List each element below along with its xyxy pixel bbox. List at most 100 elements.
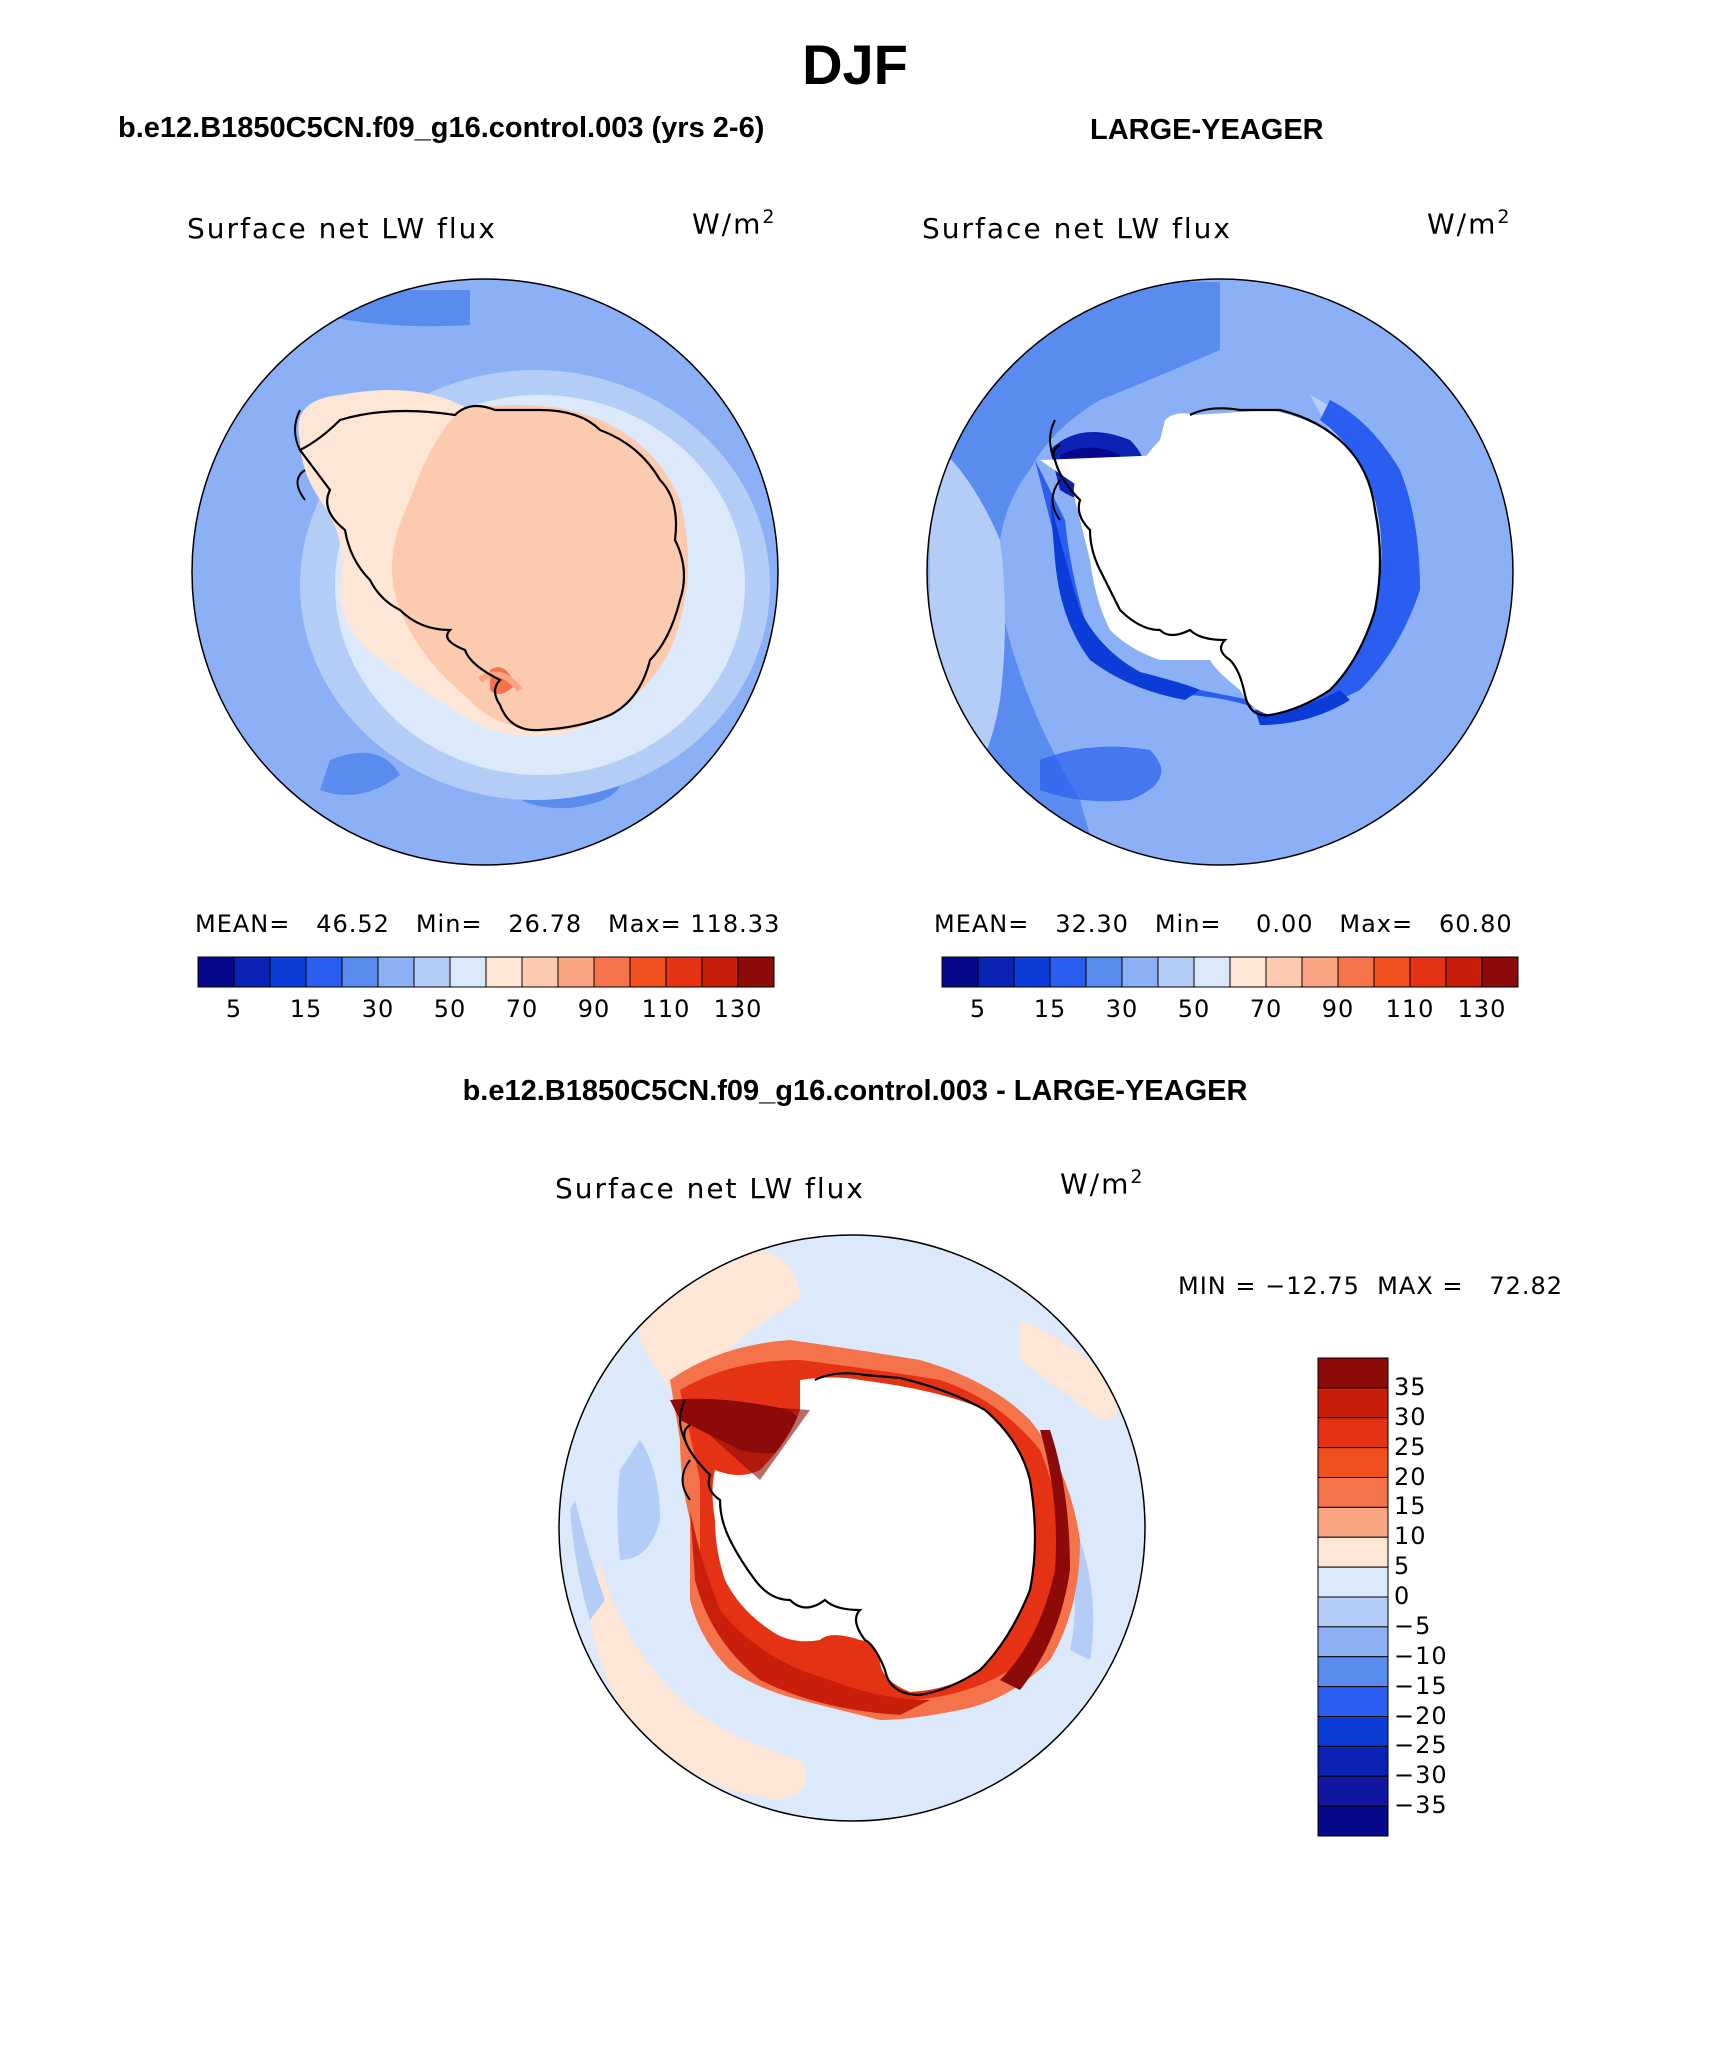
panel2-title: LARGE-YEAGER bbox=[1090, 114, 1324, 146]
colorbar2-tick-label: 50 bbox=[1177, 995, 1211, 1023]
colorbar1-swatch bbox=[269, 956, 307, 988]
colorbar2-swatch bbox=[977, 956, 1015, 988]
map-panel2 bbox=[926, 278, 1514, 866]
colorbar2-swatch bbox=[1301, 956, 1339, 988]
colorbar1-swatch bbox=[737, 956, 775, 988]
colorbar1-swatch bbox=[449, 956, 487, 988]
colorbar1-swatch bbox=[521, 956, 559, 988]
colorbar1-swatch bbox=[593, 956, 631, 988]
colorbar2-swatch bbox=[1193, 956, 1231, 988]
colorbar-diff-swatch bbox=[1317, 1596, 1389, 1628]
colorbar2-tick-label: 130 bbox=[1457, 995, 1507, 1023]
colorbar-diff-swatch bbox=[1317, 1477, 1389, 1508]
colorbar-diff-swatch bbox=[1317, 1417, 1389, 1449]
colorbar1-swatch bbox=[665, 956, 703, 988]
map-panel1 bbox=[191, 278, 779, 866]
colorbar-diff-tick-label: 15 bbox=[1394, 1492, 1427, 1521]
colorbar1-swatch bbox=[197, 956, 235, 988]
colorbar1-swatch bbox=[485, 956, 523, 988]
colorbar1-tick-label: 70 bbox=[505, 995, 539, 1023]
map-panel-diff bbox=[558, 1234, 1146, 1822]
colorbar-diff-tick-label: 25 bbox=[1394, 1432, 1427, 1461]
colorbar1-swatch bbox=[341, 956, 379, 988]
diff-minmax: MIN = −12.75 MAX = 72.82 bbox=[1178, 1272, 1564, 1300]
panel1-variable-label: Surface net LW flux bbox=[187, 212, 497, 245]
colorbar2-swatch bbox=[1481, 956, 1519, 988]
diff-title: b.e12.B1850C5CN.f09_g16.control.003 - LA… bbox=[462, 1075, 1248, 1107]
colorbar2-swatch bbox=[1229, 956, 1267, 988]
colorbar2-swatch bbox=[941, 956, 979, 988]
colorbar1-swatch bbox=[629, 956, 667, 988]
diff-variable-label: Surface net LW flux bbox=[555, 1172, 865, 1205]
colorbar2-tick-label: 30 bbox=[1105, 995, 1139, 1023]
colorbar-diff-tick-label: −35 bbox=[1394, 1791, 1448, 1820]
colorbar2-swatch bbox=[1445, 956, 1483, 988]
panel2-units: W/m2 bbox=[1427, 206, 1512, 240]
colorbar1-tick-label: 15 bbox=[289, 995, 323, 1023]
colorbar-diff bbox=[1317, 1357, 1389, 1837]
colorbar1-swatch bbox=[233, 956, 271, 988]
colorbar-diff-swatch bbox=[1317, 1686, 1389, 1717]
colorbar1-tick-label: 30 bbox=[361, 995, 395, 1023]
colorbar-diff-swatch bbox=[1317, 1357, 1389, 1389]
panel2-units-base: W/m bbox=[1427, 207, 1498, 241]
panel1-units-exponent: 2 bbox=[762, 206, 777, 228]
colorbar-diff-tick-label: 20 bbox=[1394, 1462, 1427, 1491]
colorbar-diff-tick-label: 0 bbox=[1394, 1582, 1411, 1610]
colorbar1-swatch bbox=[377, 956, 415, 988]
colorbar1-swatch bbox=[557, 956, 595, 988]
colorbar1-tick-label: 110 bbox=[641, 995, 691, 1023]
colorbar2-swatch bbox=[1265, 956, 1303, 988]
colorbar1-tick-label: 90 bbox=[577, 995, 611, 1023]
colorbar-diff-tick-label: 10 bbox=[1394, 1522, 1427, 1551]
panel1-units-base: W/m bbox=[692, 207, 763, 241]
colorbar1-swatch bbox=[413, 956, 451, 988]
panel2-variable-label: Surface net LW flux bbox=[922, 212, 1232, 245]
colorbar1 bbox=[197, 956, 775, 988]
panel2-stats: MEAN= 32.30 Min= 0.00 Max= 60.80 bbox=[934, 910, 1513, 938]
panel1-stats: MEAN= 46.52 Min= 26.78 Max= 118.33 bbox=[195, 910, 781, 938]
diff-units-base: W/m bbox=[1060, 1167, 1131, 1201]
season-title: DJF bbox=[802, 33, 908, 96]
colorbar2-swatch bbox=[1337, 956, 1375, 988]
colorbar-diff-tick-label: −25 bbox=[1394, 1731, 1448, 1760]
colorbar-diff-tick-label: −10 bbox=[1394, 1641, 1448, 1670]
colorbar2-swatch bbox=[1121, 956, 1159, 988]
colorbar-diff-swatch bbox=[1317, 1387, 1389, 1419]
diff-units-exponent: 2 bbox=[1130, 1166, 1145, 1188]
panel2-units-exponent: 2 bbox=[1497, 206, 1512, 228]
colorbar-diff-swatch bbox=[1317, 1775, 1389, 1807]
colorbar2-tick-label: 15 bbox=[1033, 995, 1067, 1023]
colorbar-diff-tick-label: −5 bbox=[1394, 1611, 1432, 1640]
colorbar1-swatch bbox=[701, 956, 739, 988]
colorbar1-tick-label: 5 bbox=[225, 995, 243, 1023]
colorbar-diff-swatch bbox=[1317, 1506, 1389, 1538]
colorbar2-tick-label: 110 bbox=[1385, 995, 1435, 1023]
panel1-title: b.e12.B1850C5CN.f09_g16.control.003 (yrs… bbox=[118, 112, 765, 144]
colorbar-diff-swatch bbox=[1317, 1716, 1389, 1747]
colorbar-diff-swatch bbox=[1317, 1626, 1389, 1658]
colorbar-diff-tick-label: −15 bbox=[1394, 1671, 1448, 1700]
diff-units: W/m2 bbox=[1060, 1166, 1145, 1200]
colorbar2-tick-label: 5 bbox=[969, 995, 987, 1023]
colorbar-diff-tick-label: 30 bbox=[1394, 1402, 1427, 1431]
colorbar1-swatch bbox=[305, 956, 343, 988]
colorbar-diff-swatch bbox=[1317, 1656, 1389, 1688]
colorbar-diff-swatch bbox=[1317, 1745, 1389, 1777]
colorbar-diff-swatch bbox=[1317, 1805, 1389, 1837]
colorbar-diff-tick-label: −20 bbox=[1394, 1701, 1448, 1730]
colorbar2-tick-label: 70 bbox=[1249, 995, 1283, 1023]
colorbar1-tick-label: 130 bbox=[713, 995, 763, 1023]
colorbar-diff-swatch bbox=[1317, 1536, 1389, 1568]
colorbar-diff-swatch bbox=[1317, 1447, 1389, 1478]
colorbar2-swatch bbox=[1373, 956, 1411, 988]
colorbar2-tick-label: 90 bbox=[1321, 995, 1355, 1023]
colorbar2-swatch bbox=[1085, 956, 1123, 988]
colorbar-diff-tick-label: 5 bbox=[1394, 1552, 1411, 1581]
colorbar2 bbox=[941, 956, 1519, 988]
colorbar2-swatch bbox=[1157, 956, 1195, 988]
panel1-units: W/m2 bbox=[692, 206, 777, 240]
colorbar1-tick-label: 50 bbox=[433, 995, 467, 1023]
colorbar2-swatch bbox=[1049, 956, 1087, 988]
